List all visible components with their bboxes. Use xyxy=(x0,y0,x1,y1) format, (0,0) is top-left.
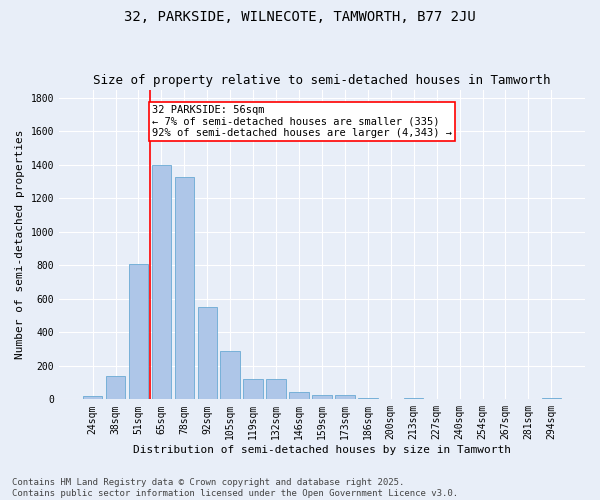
X-axis label: Distribution of semi-detached houses by size in Tamworth: Distribution of semi-detached houses by … xyxy=(133,445,511,455)
Bar xyxy=(106,376,125,400)
Bar xyxy=(175,176,194,400)
Bar xyxy=(83,396,103,400)
Y-axis label: Number of semi-detached properties: Number of semi-detached properties xyxy=(15,130,25,359)
Title: Size of property relative to semi-detached houses in Tamworth: Size of property relative to semi-detach… xyxy=(93,74,551,87)
Bar xyxy=(220,351,240,400)
Bar xyxy=(197,307,217,400)
Bar xyxy=(129,264,148,400)
Bar xyxy=(289,392,309,400)
Bar xyxy=(266,379,286,400)
Bar xyxy=(312,395,332,400)
Bar xyxy=(404,398,424,400)
Bar xyxy=(244,379,263,400)
Bar xyxy=(335,395,355,400)
Bar xyxy=(152,165,171,400)
Text: Contains HM Land Registry data © Crown copyright and database right 2025.
Contai: Contains HM Land Registry data © Crown c… xyxy=(12,478,458,498)
Text: 32 PARKSIDE: 56sqm
← 7% of semi-detached houses are smaller (335)
92% of semi-de: 32 PARKSIDE: 56sqm ← 7% of semi-detached… xyxy=(152,104,452,138)
Bar xyxy=(358,398,377,400)
Bar xyxy=(542,398,561,400)
Text: 32, PARKSIDE, WILNECOTE, TAMWORTH, B77 2JU: 32, PARKSIDE, WILNECOTE, TAMWORTH, B77 2… xyxy=(124,10,476,24)
